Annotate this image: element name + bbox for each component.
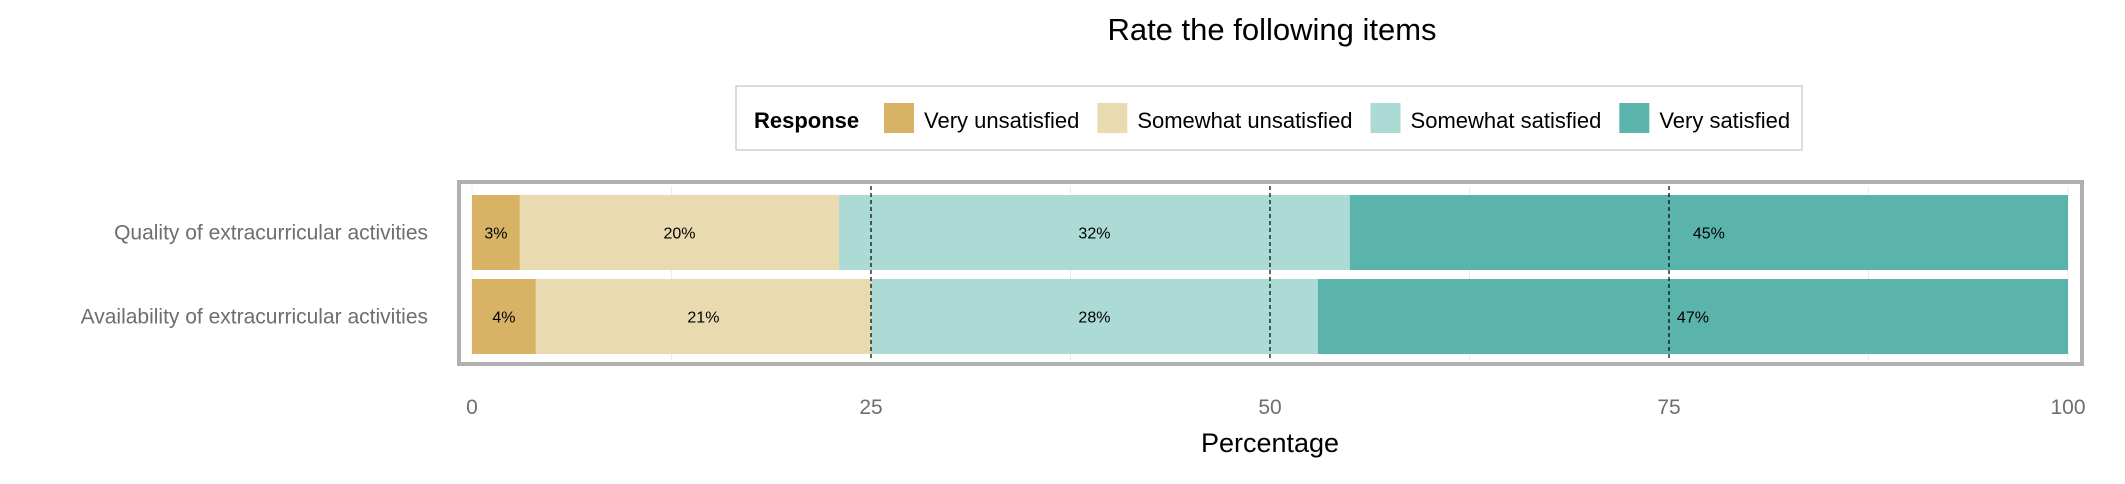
- data-label: 4%: [492, 310, 515, 327]
- legend-swatch: [884, 103, 914, 133]
- data-label: 32%: [1078, 226, 1110, 243]
- bar-segment: [472, 279, 536, 354]
- data-label: 45%: [1693, 226, 1725, 243]
- legend-label: Very unsatisfied: [924, 108, 1079, 133]
- category-label: Availability of extracurricular activiti…: [81, 306, 428, 329]
- data-label: 20%: [663, 226, 695, 243]
- bar-segment: [1317, 279, 2068, 354]
- chart-title: Rate the following items: [1107, 12, 1436, 47]
- bar-segment: [839, 195, 1350, 270]
- panel-border: [457, 180, 2084, 366]
- legend-swatch: [1370, 103, 1401, 133]
- data-label: 28%: [1078, 310, 1110, 327]
- category-label: Quality of extracurricular activities: [114, 222, 428, 245]
- legend: Response Very unsatisfied Somewhat unsati…: [735, 85, 1803, 151]
- bar-segment: [535, 279, 871, 354]
- x-tick-label: 0: [466, 396, 478, 419]
- bar-segment: [871, 279, 1318, 354]
- x-tick-label: 50: [1258, 396, 1281, 419]
- legend-title: Response: [754, 108, 859, 133]
- bar-segment: [1349, 195, 2068, 270]
- data-label: 3%: [484, 226, 507, 243]
- x-tick-label: 75: [1657, 396, 1680, 419]
- legend-label: Very satisfied: [1659, 108, 1790, 133]
- legend-label: Somewhat unsatisfied: [1137, 108, 1352, 133]
- bar-segment: [472, 195, 520, 270]
- legend-swatch: [1097, 103, 1128, 133]
- x-tick-label: 25: [859, 396, 882, 419]
- data-label: 47%: [1677, 310, 1709, 327]
- plot-panel: 3% 20% 32% 45% 4% 21% 28% 47% Quality of extrac…: [81, 180, 2084, 366]
- data-label: 21%: [687, 310, 719, 327]
- x-tick-label: 100: [2050, 396, 2085, 419]
- legend-swatch: [1619, 103, 1650, 133]
- bar-segment: [519, 195, 840, 270]
- x-axis-title: Percentage: [1201, 428, 1339, 458]
- legend-label: Somewhat satisfied: [1411, 108, 1602, 133]
- x-axis: 0 25 50 75 100 Percentage: [466, 396, 2085, 458]
